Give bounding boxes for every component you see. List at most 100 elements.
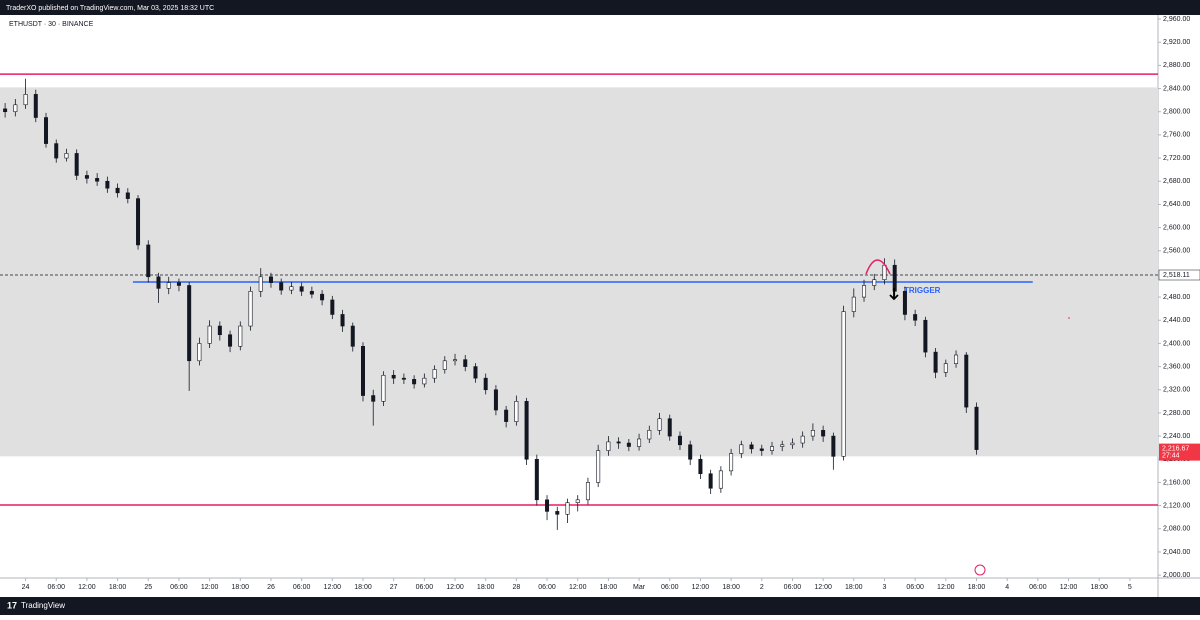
candle-body bbox=[698, 458, 703, 475]
candle-body bbox=[33, 94, 38, 118]
y-tick-label: 2,840.00 bbox=[1163, 85, 1190, 92]
candle-body bbox=[289, 286, 294, 291]
candle-body bbox=[13, 104, 18, 113]
x-tick-label: 18:00 bbox=[477, 584, 495, 591]
y-tick-label: 2,160.00 bbox=[1163, 479, 1190, 486]
candle-body bbox=[483, 377, 488, 391]
top-arc bbox=[865, 259, 891, 275]
candle-body bbox=[923, 319, 928, 353]
candle-body bbox=[360, 346, 365, 396]
candle-body bbox=[105, 180, 110, 189]
candle-body bbox=[309, 290, 314, 295]
x-tick-label: 06:00 bbox=[784, 584, 802, 591]
candle-body bbox=[442, 360, 447, 370]
candle-body bbox=[279, 282, 284, 291]
candle-body bbox=[473, 366, 478, 379]
x-tick-label: 12:00 bbox=[1060, 584, 1078, 591]
candle-body bbox=[657, 418, 662, 431]
y-tick-label: 2,400.00 bbox=[1163, 340, 1190, 347]
candle-body bbox=[146, 244, 151, 278]
candle-body bbox=[933, 351, 938, 373]
candle-body bbox=[74, 153, 79, 176]
candle-body bbox=[954, 354, 959, 364]
candle-body bbox=[626, 442, 631, 447]
annotation: TRIGGER bbox=[904, 286, 941, 295]
y-tick-label: 2,760.00 bbox=[1163, 132, 1190, 139]
candle-body bbox=[207, 325, 212, 344]
candle-body bbox=[606, 441, 611, 451]
candle-body bbox=[422, 377, 427, 385]
candle-body bbox=[299, 286, 304, 292]
candle-body bbox=[197, 343, 202, 362]
candle-body bbox=[401, 377, 406, 380]
x-tick-label: 25 bbox=[144, 584, 152, 591]
candle-body bbox=[320, 293, 325, 301]
y-tick-label: 2,680.00 bbox=[1163, 178, 1190, 185]
candle-body bbox=[729, 453, 734, 472]
candle-body bbox=[432, 369, 437, 379]
down-arrow bbox=[889, 288, 899, 301]
candle-body bbox=[555, 511, 560, 515]
candle-body bbox=[248, 290, 253, 327]
x-tick-label: 06:00 bbox=[1029, 584, 1047, 591]
x-tick-label: 26 bbox=[267, 584, 275, 591]
candle-body bbox=[769, 446, 774, 451]
x-tick-label: 18:00 bbox=[354, 584, 372, 591]
candle-body bbox=[176, 282, 181, 286]
candle-body bbox=[790, 442, 795, 446]
brand-icon: 17 bbox=[7, 600, 17, 610]
candle-body bbox=[238, 325, 243, 347]
candle-body bbox=[647, 429, 652, 440]
y-tick-label: 2,720.00 bbox=[1163, 155, 1190, 162]
x-tick-label: 12:00 bbox=[569, 584, 587, 591]
x-tick-label: 06:00 bbox=[47, 584, 65, 591]
candle-body bbox=[64, 153, 69, 159]
candle-body bbox=[851, 296, 856, 312]
y-tick-label: 2,320.00 bbox=[1163, 387, 1190, 394]
x-tick-label: 3 bbox=[883, 584, 887, 591]
candle-body bbox=[54, 143, 59, 159]
candle-body bbox=[575, 499, 580, 504]
candle-body bbox=[268, 276, 273, 283]
candle-body bbox=[872, 279, 877, 286]
top-bar bbox=[0, 0, 1200, 15]
candle-body bbox=[780, 444, 785, 447]
x-tick-label: 12:00 bbox=[201, 584, 219, 591]
candle-body bbox=[95, 178, 100, 182]
x-tick-label: 12:00 bbox=[937, 584, 955, 591]
candle-body bbox=[453, 359, 458, 362]
candle-body bbox=[391, 374, 396, 379]
candle-body bbox=[677, 435, 682, 446]
candle-body bbox=[156, 276, 161, 289]
candle-body bbox=[913, 314, 918, 321]
symbol: ETHUSDT · 30 · BINANCE bbox=[9, 21, 94, 28]
candle-body bbox=[514, 401, 519, 422]
candle-body bbox=[739, 444, 744, 454]
candle-body bbox=[350, 325, 355, 347]
candle-body bbox=[524, 401, 529, 460]
y-tick-label: 2,000.00 bbox=[1163, 572, 1190, 579]
candle-body bbox=[902, 290, 907, 315]
candle-body bbox=[892, 264, 897, 292]
x-tick-label: 4 bbox=[1005, 584, 1009, 591]
x-tick-label: 12:00 bbox=[446, 584, 464, 591]
candle-body bbox=[841, 311, 846, 457]
y-tick-label: 2,120.00 bbox=[1163, 502, 1190, 509]
y-tick-label: 2,880.00 bbox=[1163, 62, 1190, 69]
candle-body bbox=[831, 435, 836, 457]
y-tick-label: 2,280.00 bbox=[1163, 410, 1190, 417]
x-tick-label: 12:00 bbox=[324, 584, 342, 591]
x-tick-label: 18:00 bbox=[109, 584, 127, 591]
candle-body bbox=[3, 108, 8, 113]
x-tick-label: 5 bbox=[1128, 584, 1132, 591]
y-tick-label: 2,360.00 bbox=[1163, 363, 1190, 370]
x-tick-label: 12:00 bbox=[814, 584, 832, 591]
candle-body bbox=[136, 198, 141, 246]
candle-body bbox=[596, 450, 601, 483]
brand: TradingView bbox=[21, 601, 65, 610]
candle-body bbox=[463, 359, 468, 367]
candle-body bbox=[637, 438, 642, 447]
y-tick-label: 2,080.00 bbox=[1163, 526, 1190, 533]
